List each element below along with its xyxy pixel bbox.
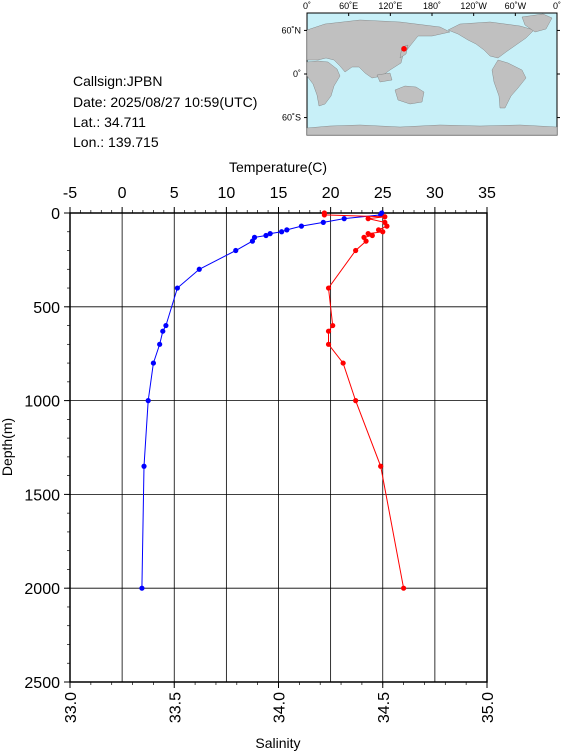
chart-grid: [69, 212, 488, 683]
salinity-data-point: [384, 223, 390, 229]
longitude-label: Lon.: 139.715: [73, 134, 159, 150]
land-borneo: [376, 72, 393, 83]
salinity-tick-label: 33.5: [167, 692, 184, 723]
temperature-data-point: [163, 322, 169, 329]
depth-tick-label: 0: [51, 206, 60, 223]
map-lon-label: 60˚E: [339, 1, 358, 11]
depth-axis-title: Depth(m): [0, 418, 15, 476]
salinity-data-point: [353, 398, 359, 404]
temperature-data-point: [267, 231, 273, 237]
salinity-data-point: [375, 227, 382, 233]
salinity-tick-label: 34.0: [272, 692, 289, 723]
map-lon-label: 180˚: [423, 1, 441, 11]
temperature-tick-label: -5: [63, 185, 77, 202]
callsign-label: Callsign:JPBN: [73, 73, 163, 89]
temperature-data-point: [279, 229, 285, 235]
temperature-data-point: [139, 585, 145, 591]
map-land: [306, 13, 558, 136]
temperature-data-point: [284, 227, 290, 233]
temperature-data-point: [141, 463, 147, 469]
salinity-tick-label: 33.0: [63, 692, 80, 723]
data-series: [139, 210, 407, 591]
map-latitude-labels: 60˚N 0˚ 60˚S: [281, 25, 560, 123]
depth-tick-label: 1500: [24, 487, 60, 504]
temperature-tick-label: 35: [478, 185, 496, 202]
map-lon-label: 120˚W: [460, 1, 487, 11]
temperature-data-point: [320, 219, 326, 225]
land-antarctica: [306, 124, 558, 136]
temperature-data-point: [160, 328, 166, 334]
world-map: 0˚ 60˚E 120˚E 180˚ 120˚W 60˚W 0˚ 60˚N 0˚ 60˚S: [281, 1, 561, 136]
salinity-data-point: [401, 585, 407, 591]
salinity-axis-title: Salinity: [255, 735, 300, 751]
salinity-data-point: [325, 341, 332, 347]
temperature-data-point: [233, 247, 239, 254]
depth-tick-label: 1000: [24, 394, 60, 411]
temperature-data-point: [174, 285, 180, 291]
map-lat-label: 60˚S: [282, 113, 301, 123]
land-australia: [394, 85, 425, 105]
temperature-tick-label: 0: [118, 185, 127, 202]
temperature-tick-label: 5: [170, 185, 179, 202]
temperature-axis-title: Temperature(C): [229, 159, 327, 175]
temperature-tick-label: 30: [426, 185, 444, 202]
land-eurasia: [306, 19, 451, 79]
map-lat-label: 60˚N: [281, 25, 301, 35]
salinity-data-point: [365, 216, 371, 222]
station-marker: [401, 45, 407, 52]
salinity-data-point: [330, 322, 336, 329]
temperature-data-point: [145, 398, 151, 404]
temperature-data-point: [298, 223, 305, 229]
temperature-tick-label: 25: [374, 185, 392, 202]
temperature-data-point: [249, 238, 256, 244]
temperature-data-point: [263, 232, 269, 239]
temperature-data-point: [157, 341, 163, 347]
temperature-tick-label: 10: [217, 185, 235, 202]
salinity-data-point: [353, 247, 359, 254]
salinity-tick-label: 34.5: [376, 692, 393, 723]
salinity-data-point: [363, 238, 369, 244]
map-longitude-labels: 0˚ 60˚E 120˚E 180˚ 120˚W 60˚W 0˚: [303, 1, 561, 16]
land-south-america: [491, 59, 527, 109]
salinity-data-point: [365, 231, 371, 237]
map-lat-label: 0˚: [293, 69, 301, 79]
axis-ticks: [64, 207, 488, 688]
map-lon-label: 60˚W: [505, 1, 527, 11]
depth-tick-label: 2000: [24, 581, 60, 598]
date-label: Date: 2025/08/27 10:59(UTC): [73, 94, 258, 110]
salinity-data-point: [382, 214, 388, 220]
land-north-america: [447, 21, 535, 59]
depth-tick-label: 2500: [24, 675, 60, 692]
temperature-tick-label: 15: [270, 185, 288, 202]
map-lon-label: 0˚: [553, 1, 561, 11]
salinity-data-point: [380, 229, 386, 235]
salinity-data-point: [325, 328, 332, 334]
depth-tick-label: 500: [33, 300, 60, 317]
salinity-tick-label: 35.0: [480, 692, 497, 723]
salinity-data-point: [325, 285, 332, 291]
salinity-data-point: [378, 463, 384, 469]
latitude-label: Lat.: 34.711: [73, 114, 146, 130]
temperature-data-point: [341, 216, 347, 222]
map-lon-label: 120˚E: [378, 1, 402, 11]
salinity-data-point: [369, 232, 375, 239]
map-lon-label: 0˚: [303, 1, 311, 11]
tick-labels: -5 0 5 10 15 20 25 30 350500100015002000250033.0…: [24, 185, 497, 723]
temperature-data-point: [196, 266, 202, 272]
temperature-tick-label: 20: [322, 185, 340, 202]
salinity-data-point: [340, 360, 346, 366]
salinity-data-point: [321, 212, 327, 218]
land-africa: [306, 60, 341, 107]
land-greenland: [521, 13, 553, 33]
temperature-data-point: [150, 360, 156, 366]
